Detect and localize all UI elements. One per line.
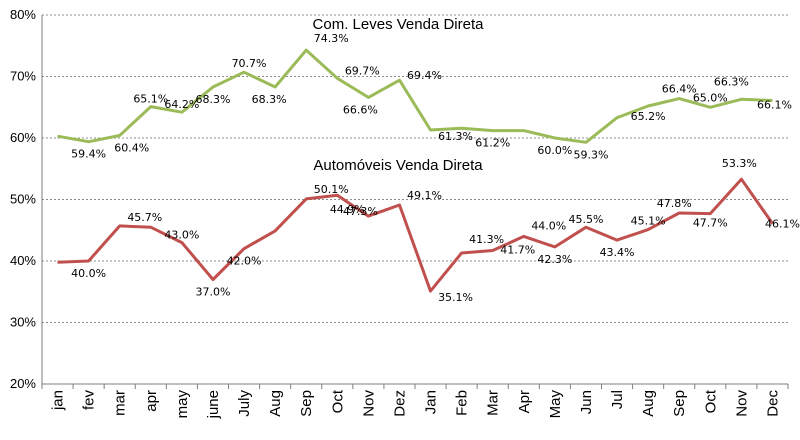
data-label: 37.0% <box>195 285 230 298</box>
data-label: 47.3% <box>343 205 378 218</box>
series-titles: Com. Leves Venda Direta Automóveis Venda … <box>313 16 485 174</box>
data-label: 69.4% <box>407 69 442 82</box>
x-tick-label: apr <box>143 390 160 412</box>
data-label: 66.3% <box>714 75 749 88</box>
data-label: 64.2% <box>164 98 199 111</box>
x-tick-label: jan <box>50 390 67 411</box>
data-label: 47.8% <box>657 197 692 210</box>
data-label: 45.5% <box>568 213 603 226</box>
y-tick-labels: 20% 30% 40% 50% 60% 70% 80% <box>10 7 36 391</box>
data-label: 43.4% <box>600 246 635 259</box>
data-label: 70.7% <box>232 57 267 70</box>
x-tick-label: Oct <box>329 389 346 413</box>
data-label: 66.4% <box>662 83 697 96</box>
x-tick-labels: jan fev mar apr may june July Aug Sep Oct Nov Dez Ja… <box>50 389 782 419</box>
x-tick-label: July <box>236 390 253 417</box>
data-label: 43.0% <box>164 229 199 242</box>
x-tick-label: Dez <box>391 390 408 417</box>
data-label: 61.3% <box>438 130 473 143</box>
x-tick-label: Apr <box>516 390 533 413</box>
data-label: 74.3% <box>314 32 349 45</box>
x-tick-label: mar <box>112 390 129 416</box>
x-tick-label: Aug <box>640 390 657 417</box>
data-label: 46.1% <box>765 217 800 230</box>
data-label: 45.7% <box>127 211 162 224</box>
data-label: 44.0% <box>531 219 566 232</box>
data-labels: 59.4% 60.4%65.1%64.2%68.3%70.7%68.3%74.3%… <box>71 32 800 304</box>
data-label: 66.6% <box>343 103 378 116</box>
data-label: 41.7% <box>500 244 535 257</box>
data-label: 68.3% <box>195 93 230 106</box>
data-label: 61.2% <box>475 137 510 150</box>
data-label: 59.3% <box>573 148 608 161</box>
data-label: 69.7% <box>345 64 380 77</box>
axes <box>41 15 789 389</box>
y-tick-label: 70% <box>10 69 36 84</box>
y-tick-label: 50% <box>10 192 36 207</box>
data-label: 59.4% <box>71 148 106 161</box>
y-tick-label: 20% <box>10 376 36 391</box>
data-label: 45.1% <box>631 215 666 228</box>
y-tick-label: 40% <box>10 253 36 268</box>
x-tick-label: Nov <box>733 390 750 417</box>
data-label: 68.3% <box>252 93 287 106</box>
x-tick-label: Oct <box>702 389 719 413</box>
y-tick-label: 80% <box>10 7 36 22</box>
data-label: 60.0% <box>537 144 572 157</box>
x-tick-label: june <box>205 390 222 419</box>
data-label: 44.9% <box>330 203 365 216</box>
x-tick-label: Jan <box>423 390 440 414</box>
series-line-red-line <box>57 177 774 293</box>
data-label: 53.3% <box>722 157 757 170</box>
gridlines <box>42 14 788 323</box>
x-tick-label: Sep <box>671 390 688 417</box>
series-title: Com. Leves Venda Direta <box>313 16 485 33</box>
x-tick-label: Feb <box>454 390 471 416</box>
data-label: 42.0% <box>227 255 262 268</box>
data-label: 65.1% <box>133 93 168 106</box>
y-tick-label: 30% <box>10 315 36 330</box>
x-tick-label: Sep <box>298 390 315 417</box>
data-label: 50.1% <box>314 183 349 196</box>
data-label: 49.1% <box>407 189 442 202</box>
data-label: 35.1% <box>438 291 473 304</box>
x-tick-label: Mar <box>485 390 502 416</box>
x-tick-label: may <box>174 390 191 419</box>
data-label: 47.7% <box>693 217 728 230</box>
data-label: 60.4% <box>114 142 149 155</box>
series-title: Automóveis Venda Direta <box>313 157 483 174</box>
x-tick-label: Jul <box>609 390 626 409</box>
data-label: 65.2% <box>631 110 666 123</box>
y-tick-label: 60% <box>10 130 36 145</box>
series-lines <box>57 48 774 293</box>
x-tick-label: fev <box>81 390 98 411</box>
data-label: 40.0% <box>71 267 106 280</box>
data-label: 66.1% <box>757 98 792 111</box>
series-line-green-line <box>57 48 773 144</box>
data-label: 42.3% <box>537 253 572 266</box>
x-tick-label: May <box>547 390 564 419</box>
x-tick-label: Aug <box>267 390 284 417</box>
x-tick-label: Nov <box>360 390 377 417</box>
x-tick-label: Dec <box>764 390 781 417</box>
x-tick-label: Jun <box>578 390 595 414</box>
data-label: 65.0% <box>693 91 728 104</box>
data-label: 41.3% <box>469 233 504 246</box>
